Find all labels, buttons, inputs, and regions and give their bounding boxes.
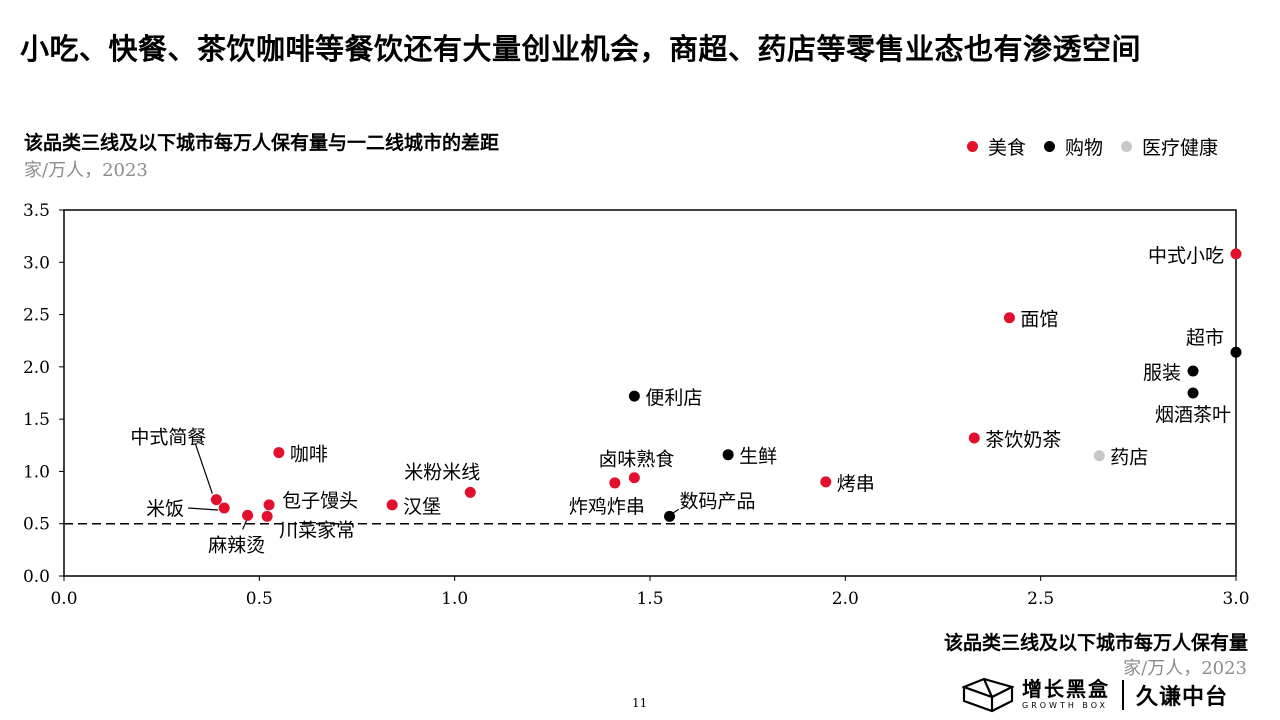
data-point	[609, 477, 621, 489]
data-point-label: 生鲜	[739, 446, 777, 468]
data-point	[1187, 387, 1199, 399]
data-point-label: 服装	[1143, 362, 1181, 384]
data-point-label: 麻辣烫	[208, 534, 265, 556]
data-point	[263, 499, 275, 511]
brand-divider	[1122, 680, 1124, 710]
data-point-label: 汉堡	[403, 496, 441, 518]
leader-line	[194, 443, 213, 494]
y-tick-label: 1.0	[23, 462, 50, 482]
data-point-label: 咖啡	[290, 444, 328, 466]
data-point	[722, 449, 734, 461]
legend-dot-health	[1120, 141, 1132, 152]
data-point-label: 卤味熟食	[598, 449, 674, 471]
footer-brand: 增长黑盒 GROWTH BOX 久谦中台	[962, 676, 1228, 714]
x-tick-label: 1.0	[441, 589, 468, 609]
page-headline: 小吃、快餐、茶饮咖啡等餐饮还有大量创业机会，商超、药店等零售业态也有渗透空间	[20, 32, 1142, 66]
x-tick-label: 0.5	[246, 589, 273, 609]
x-tick-label: 0.0	[50, 589, 77, 609]
y-tick-label: 1.5	[23, 410, 50, 430]
data-point	[664, 510, 676, 522]
data-point	[261, 510, 273, 522]
data-point	[1230, 346, 1242, 358]
leader-line	[188, 507, 219, 511]
data-point	[210, 494, 222, 506]
y-tick-label: 2.0	[23, 358, 50, 378]
growth-box-logo-icon	[962, 677, 1014, 713]
data-point-label: 中式小吃	[1148, 245, 1224, 267]
data-point-label: 中式简餐	[130, 427, 206, 449]
data-point-label: 数码产品	[680, 490, 756, 512]
x-axis-unit: 家/万人，2023	[1123, 658, 1247, 679]
legend-label-health: 医疗健康	[1141, 137, 1218, 159]
data-point-label: 便利店	[645, 387, 702, 409]
data-point	[386, 499, 398, 511]
x-tick-label: 2.0	[832, 589, 859, 609]
data-point	[820, 476, 832, 488]
data-point	[1230, 248, 1242, 260]
data-point-label: 米粉米线	[404, 461, 480, 483]
data-point-label: 炸鸡炸串	[569, 496, 645, 518]
leader-line	[242, 520, 248, 530]
legend-dot-shopping	[1043, 141, 1055, 152]
brand-name: 增长黑盒	[1022, 677, 1110, 701]
data-point	[218, 502, 230, 514]
data-point	[1187, 365, 1199, 377]
y-tick-label: 0.0	[23, 567, 50, 587]
data-point-label: 药店	[1110, 447, 1148, 469]
x-axis-title: 该品类三线及以下城市每万人保有量	[943, 632, 1248, 654]
y-tick-label: 2.5	[23, 306, 50, 326]
data-point	[628, 390, 640, 402]
data-point-label: 烟酒茶叶	[1155, 404, 1231, 426]
x-tick-label: 3.0	[1222, 589, 1249, 609]
y-tick-label: 3.5	[23, 201, 50, 221]
chart-title: 该品类三线及以下城市每万人保有量与一二线城市的差距	[24, 132, 500, 154]
chart-y-unit: 家/万人，2023	[24, 160, 148, 181]
legend-label-shopping: 购物	[1064, 137, 1103, 159]
legend-item-shopping: 购物	[1043, 133, 1103, 160]
data-point-label: 包子馒头	[282, 490, 358, 512]
data-point	[628, 472, 640, 484]
partner-name: 久谦中台	[1136, 685, 1229, 710]
data-point-label: 川菜家常	[279, 519, 355, 541]
x-tick-label: 1.5	[636, 589, 663, 609]
data-point	[1093, 450, 1105, 462]
data-point	[242, 509, 254, 521]
y-tick-label: 3.0	[23, 253, 50, 273]
legend-item-health: 医疗健康	[1120, 133, 1218, 160]
legend-dot-food	[966, 141, 978, 152]
x-tick-label: 2.5	[1027, 589, 1054, 609]
data-point-label: 超市	[1186, 327, 1224, 349]
data-point	[1003, 312, 1015, 324]
data-point	[273, 447, 285, 459]
brand-text: 增长黑盒 GROWTH BOX	[1022, 678, 1110, 712]
brand-subtitle: GROWTH BOX	[1022, 701, 1109, 710]
legend-item-food: 美食	[966, 133, 1026, 160]
data-point-label: 烤串	[837, 473, 875, 495]
data-point-label: 面馆	[1020, 309, 1058, 331]
y-tick-label: 0.5	[23, 515, 50, 535]
chart-legend: 美食 购物 医疗健康	[966, 133, 1218, 160]
data-point-label: 茶饮奶茶	[985, 429, 1061, 451]
data-point	[464, 486, 476, 498]
data-point	[968, 432, 980, 444]
data-point-label: 米饭	[146, 498, 184, 520]
page-number: 11	[632, 696, 648, 710]
legend-label-food: 美食	[987, 137, 1026, 159]
